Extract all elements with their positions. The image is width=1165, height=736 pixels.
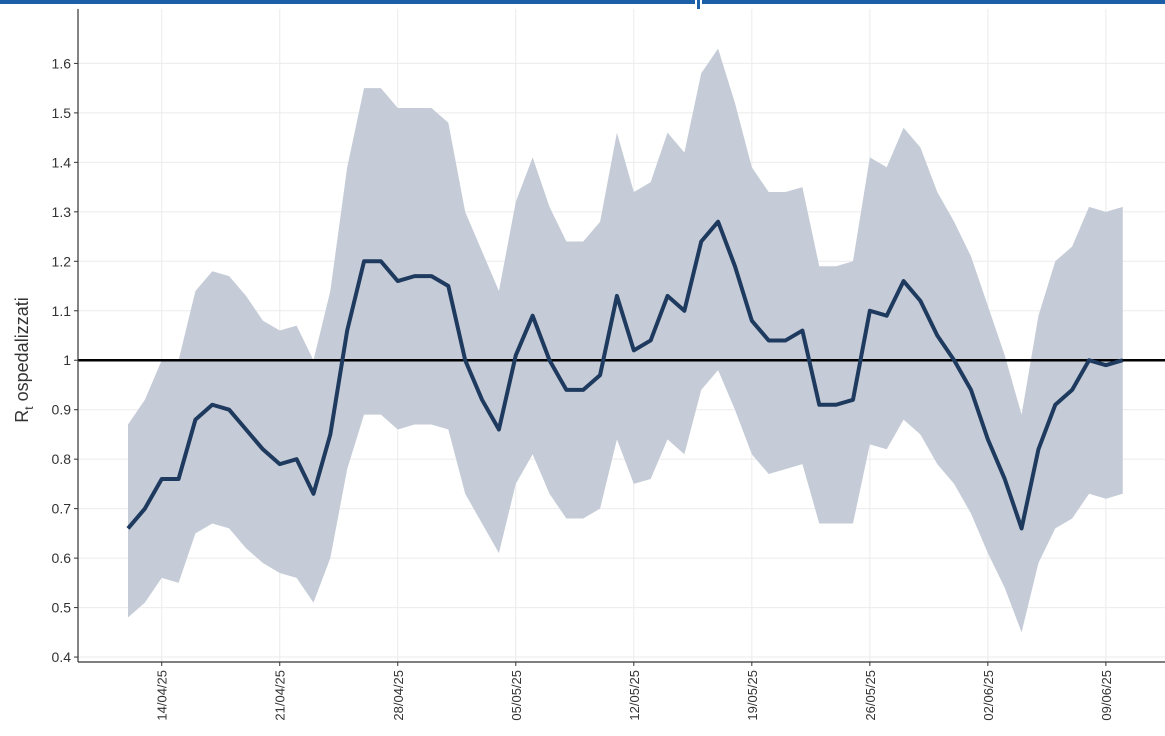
y-label-symbol: R — [12, 410, 32, 423]
x-tick-label: 12/05/25 — [627, 670, 642, 721]
confidence-band — [128, 48, 1123, 633]
y-tick-label: 1.3 — [52, 204, 72, 220]
y-tick-label: 0.4 — [52, 649, 72, 665]
y-tick-label: 0.9 — [52, 402, 72, 418]
header-bar — [0, 0, 695, 4]
y-label-subscript: t — [22, 406, 36, 410]
x-tick-label: 28/04/25 — [391, 670, 406, 721]
y-axis-label: Rt ospedalizzati — [12, 297, 36, 422]
header-notch — [697, 0, 700, 9]
y-label-text: ospedalizzati — [12, 297, 32, 406]
y-tick-label: 0.5 — [52, 600, 72, 616]
x-tick-label: 02/06/25 — [981, 670, 996, 721]
x-tick-label: 21/04/25 — [273, 670, 288, 721]
y-tick-label: 0.7 — [52, 501, 72, 517]
y-tick-label: 1.5 — [52, 105, 72, 121]
y-tick-label: 1.4 — [52, 154, 72, 170]
x-tick-label: 14/04/25 — [155, 670, 170, 721]
x-tick-label: 05/05/25 — [509, 670, 524, 721]
header-bar — [702, 0, 1165, 4]
y-tick-label: 0.8 — [52, 451, 72, 467]
y-tick-label: 1.1 — [52, 303, 72, 319]
x-tick-label: 26/05/25 — [863, 670, 878, 721]
y-tick-label: 1.2 — [52, 253, 72, 269]
y-tick-label: 1.6 — [52, 55, 72, 71]
y-tick-label: 0.6 — [52, 550, 72, 566]
y-tick-label: 1 — [63, 352, 71, 368]
x-tick-label: 09/06/25 — [1099, 670, 1114, 721]
line — [126, 219, 1124, 531]
x-tick-label: 19/05/25 — [745, 670, 760, 721]
